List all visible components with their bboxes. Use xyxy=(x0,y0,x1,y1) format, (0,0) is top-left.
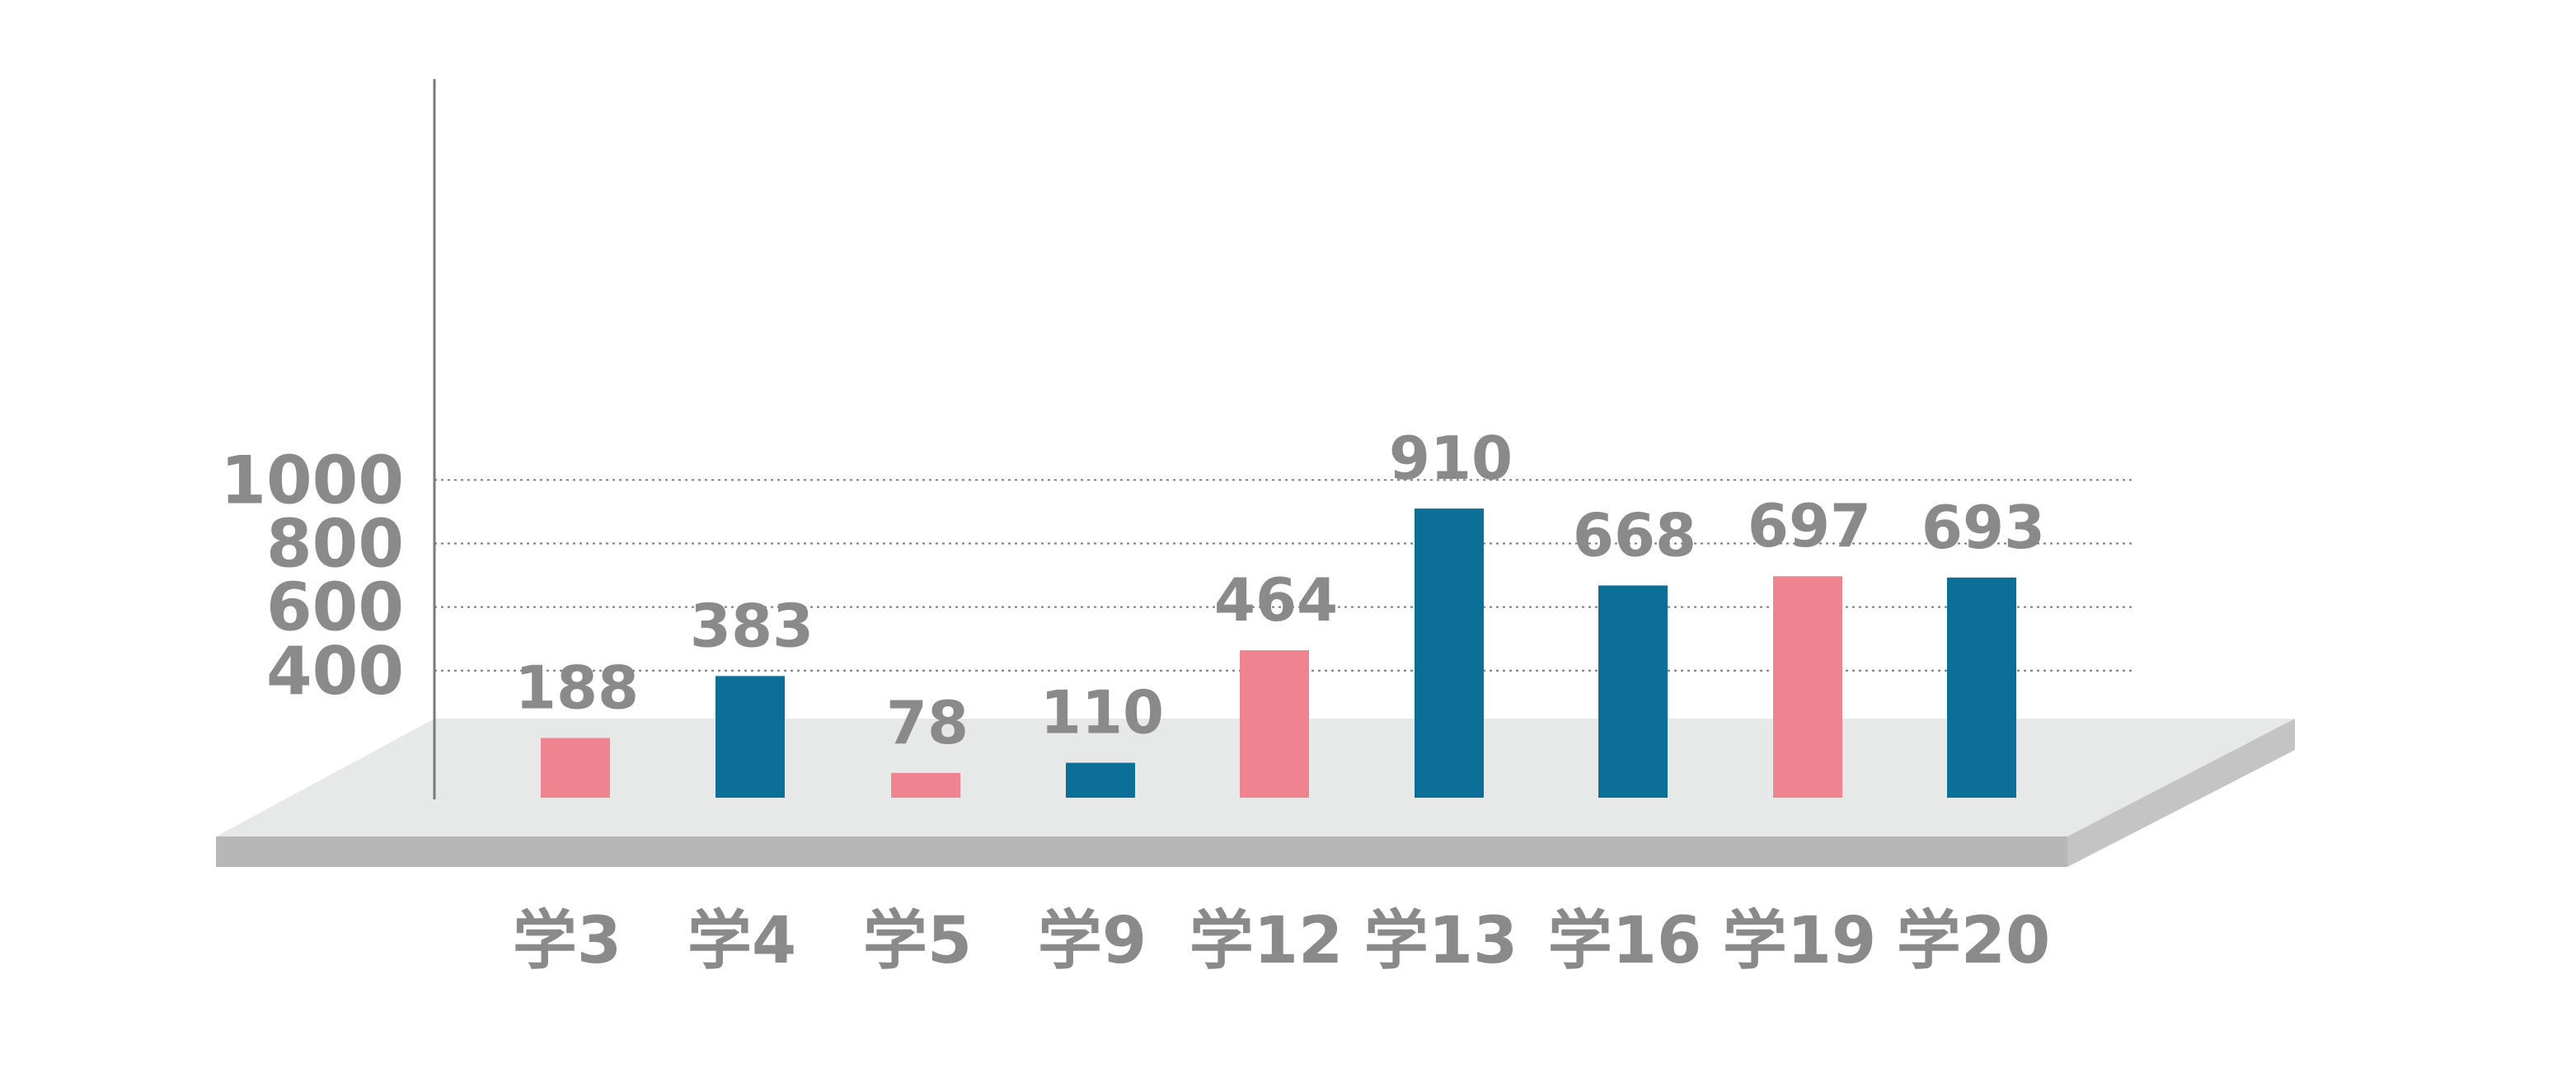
category-label: 学16 xyxy=(1548,904,1702,978)
bars xyxy=(541,508,2016,798)
y-tick-label: 400 xyxy=(266,633,404,710)
category-label: 学3 xyxy=(513,904,622,978)
bar xyxy=(891,772,960,798)
category-label: 学12 xyxy=(1189,904,1344,978)
platform-side xyxy=(2067,719,2295,867)
y-tick-label: 600 xyxy=(266,569,404,646)
bar xyxy=(1240,650,1309,798)
category-label: 学4 xyxy=(687,904,796,978)
y-tick-label: 1000 xyxy=(220,442,404,518)
value-label: 697 xyxy=(1748,491,1871,560)
category-label: 学20 xyxy=(1897,904,2051,978)
category-label: 学5 xyxy=(863,904,972,978)
bar xyxy=(1415,508,1484,798)
value-label: 668 xyxy=(1573,500,1696,569)
bar xyxy=(1066,762,1135,798)
category-label: 学9 xyxy=(1038,904,1147,978)
bar xyxy=(1773,576,1842,798)
bar xyxy=(541,738,610,798)
bar xyxy=(716,676,785,798)
bar xyxy=(1947,577,2016,798)
category-label: 学13 xyxy=(1364,904,1518,978)
value-label: 464 xyxy=(1214,565,1338,635)
value-label: 383 xyxy=(690,591,814,660)
value-label: 110 xyxy=(1040,678,1164,747)
category-label: 学19 xyxy=(1723,904,1877,978)
value-label: 188 xyxy=(515,654,639,723)
category-labels: 学3 学4 学5 学9 学12 学13 学16 学19 学20 xyxy=(513,904,2050,978)
value-label: 693 xyxy=(1921,493,2045,562)
value-labels: 188 383 78 110 464 910 668 697 693 xyxy=(515,424,2045,757)
value-label: 78 xyxy=(886,688,969,757)
value-label: 910 xyxy=(1389,424,1513,493)
bar xyxy=(1598,585,1668,798)
platform-front xyxy=(216,836,2067,867)
y-tick-label: 800 xyxy=(266,506,404,583)
